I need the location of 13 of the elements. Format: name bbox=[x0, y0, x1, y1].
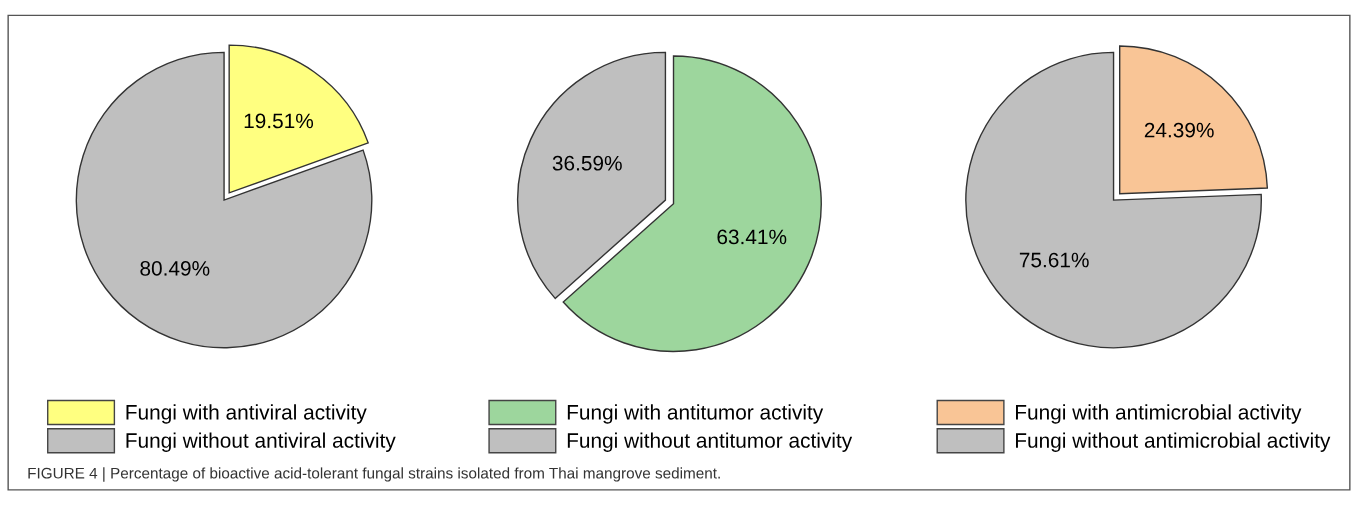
legend-label: Fungi without antitumor activity bbox=[567, 432, 853, 452]
data-label: 63.41% bbox=[717, 229, 787, 245]
legend-label: Fungi with antimicrobial activity bbox=[1016, 404, 1302, 424]
data-label: 36.59% bbox=[552, 155, 622, 171]
legend-label: Fungi with antitumor activity bbox=[567, 404, 824, 424]
data-label: 80.49% bbox=[140, 261, 210, 276]
legend-label: Fungi without antiviral activity bbox=[126, 432, 396, 452]
caption: FIGURE 4 | Percentage of bioactive acid-tolerant fungal strains isolated from Thai mangrove sediment. bbox=[28, 467, 720, 482]
data-label: 24.39% bbox=[1144, 122, 1214, 138]
legend-label: Fungi with antiviral activity bbox=[126, 404, 367, 424]
legend-label: Fungi without antimicrobial activity bbox=[1016, 432, 1331, 452]
data-label: 75.61% bbox=[1019, 252, 1089, 268]
data-label: 19.51% bbox=[244, 113, 314, 129]
